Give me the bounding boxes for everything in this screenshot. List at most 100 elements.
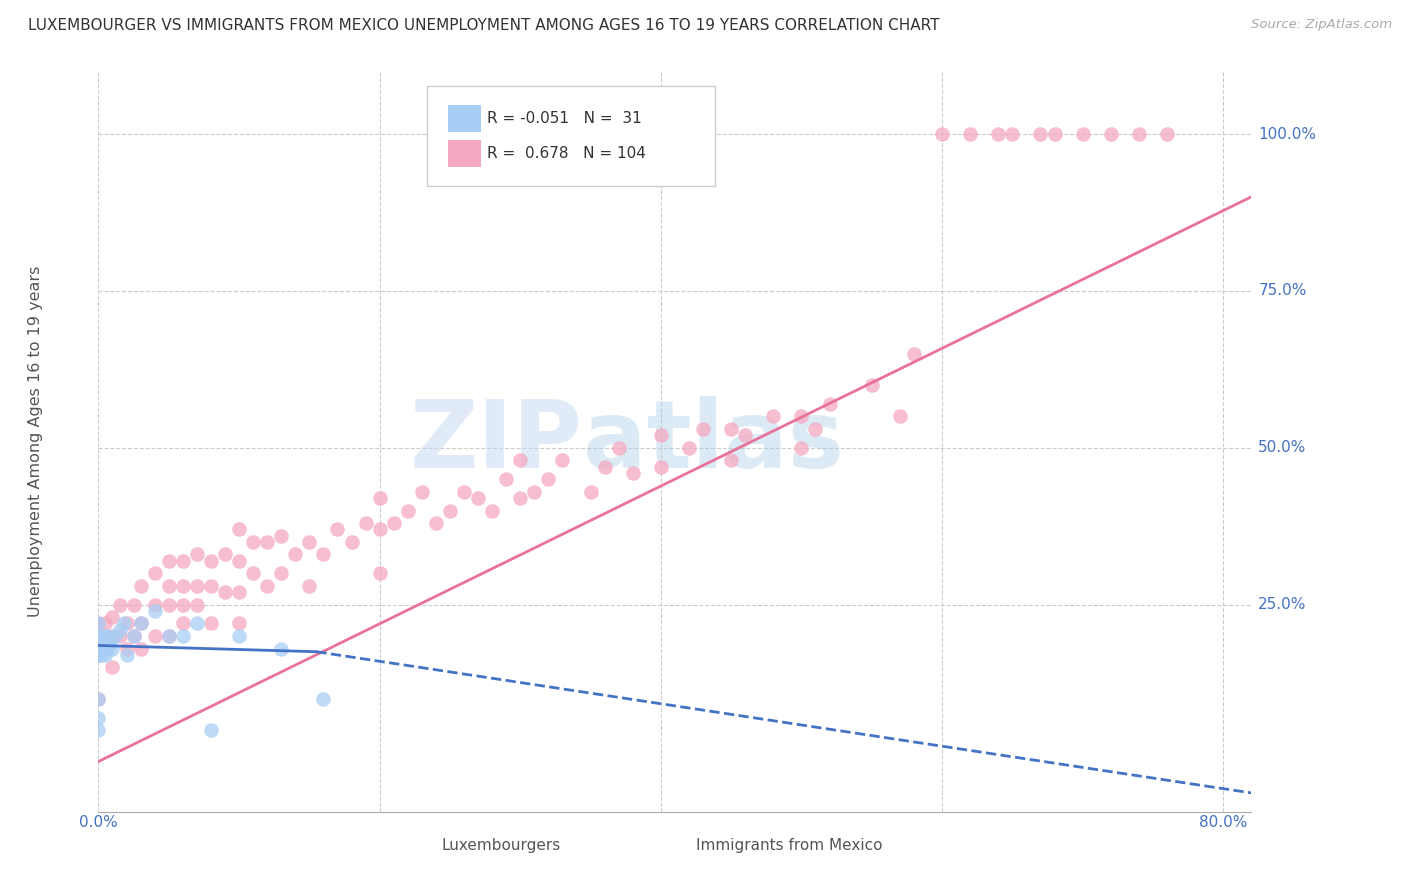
Point — [467, 491, 489, 505]
FancyBboxPatch shape — [447, 105, 481, 132]
Point — [101, 660, 124, 674]
Point — [200, 554, 222, 568]
Point — [87, 691, 110, 706]
FancyBboxPatch shape — [662, 835, 690, 857]
Point — [172, 579, 194, 593]
Point — [270, 566, 292, 581]
Point — [101, 641, 124, 656]
Point — [186, 616, 208, 631]
Point — [382, 516, 405, 530]
Point — [720, 453, 742, 467]
Point — [411, 484, 433, 499]
Point — [481, 503, 503, 517]
Point — [650, 459, 672, 474]
Point — [186, 579, 208, 593]
Point — [157, 629, 180, 643]
Text: 100.0%: 100.0% — [1258, 127, 1316, 142]
Point — [720, 422, 742, 436]
Point — [228, 522, 250, 536]
Point — [87, 641, 110, 656]
Text: Source: ZipAtlas.com: Source: ZipAtlas.com — [1251, 18, 1392, 31]
Point — [987, 127, 1010, 141]
Text: 25.0%: 25.0% — [1258, 597, 1306, 612]
Point — [1001, 127, 1024, 141]
Point — [93, 629, 115, 643]
FancyBboxPatch shape — [447, 140, 481, 167]
Point — [368, 522, 391, 536]
Point — [172, 616, 194, 631]
Point — [1099, 127, 1122, 141]
Point — [425, 516, 447, 530]
Point — [959, 127, 981, 141]
Point — [1156, 127, 1178, 141]
Point — [804, 422, 827, 436]
Point — [186, 548, 208, 562]
Text: Luxembourgers: Luxembourgers — [441, 838, 561, 854]
Point — [256, 579, 278, 593]
Point — [818, 397, 841, 411]
Point — [157, 579, 180, 593]
Point — [87, 629, 110, 643]
Point — [607, 441, 630, 455]
Point — [298, 535, 321, 549]
Point — [1043, 127, 1066, 141]
Point — [172, 629, 194, 643]
Point — [129, 579, 152, 593]
Point — [396, 503, 419, 517]
Point — [87, 691, 110, 706]
Point — [228, 585, 250, 599]
Point — [368, 491, 391, 505]
Point — [621, 466, 644, 480]
Point — [889, 409, 911, 424]
Point — [1029, 127, 1052, 141]
Point — [157, 598, 180, 612]
Point — [87, 629, 110, 643]
Text: Immigrants from Mexico: Immigrants from Mexico — [696, 838, 882, 854]
Point — [340, 535, 363, 549]
Point — [98, 635, 121, 649]
Point — [94, 641, 117, 656]
Point — [256, 535, 278, 549]
Point — [439, 503, 461, 517]
Point — [368, 566, 391, 581]
Point — [129, 641, 152, 656]
Point — [172, 554, 194, 568]
Point — [186, 598, 208, 612]
Point — [790, 441, 813, 455]
Point — [108, 598, 131, 612]
Point — [101, 610, 124, 624]
Point — [87, 723, 110, 738]
Point — [692, 422, 714, 436]
Text: atlas: atlas — [582, 395, 844, 488]
Point — [734, 428, 756, 442]
Point — [678, 441, 700, 455]
Point — [87, 635, 110, 649]
Point — [509, 453, 531, 467]
Point — [312, 548, 335, 562]
Point — [97, 641, 120, 656]
Point — [143, 629, 166, 643]
Point — [115, 616, 138, 631]
Point — [172, 598, 194, 612]
Point — [495, 472, 517, 486]
Point — [87, 616, 110, 631]
Point — [87, 710, 110, 724]
Point — [537, 472, 560, 486]
Text: R =  0.678   N = 104: R = 0.678 N = 104 — [486, 146, 645, 161]
Text: 50.0%: 50.0% — [1258, 441, 1306, 455]
Point — [214, 585, 236, 599]
Point — [762, 409, 785, 424]
Point — [650, 428, 672, 442]
Point — [101, 629, 124, 643]
Point — [284, 548, 307, 562]
Text: 80.0%: 80.0% — [1199, 815, 1247, 830]
Point — [129, 616, 152, 631]
Point — [104, 629, 127, 643]
Point — [108, 629, 131, 643]
Point — [94, 635, 117, 649]
Point — [91, 641, 114, 656]
Text: LUXEMBOURGER VS IMMIGRANTS FROM MEXICO UNEMPLOYMENT AMONG AGES 16 TO 19 YEARS CO: LUXEMBOURGER VS IMMIGRANTS FROM MEXICO U… — [28, 18, 939, 33]
Point — [94, 616, 117, 631]
Point — [551, 453, 574, 467]
Point — [115, 648, 138, 662]
